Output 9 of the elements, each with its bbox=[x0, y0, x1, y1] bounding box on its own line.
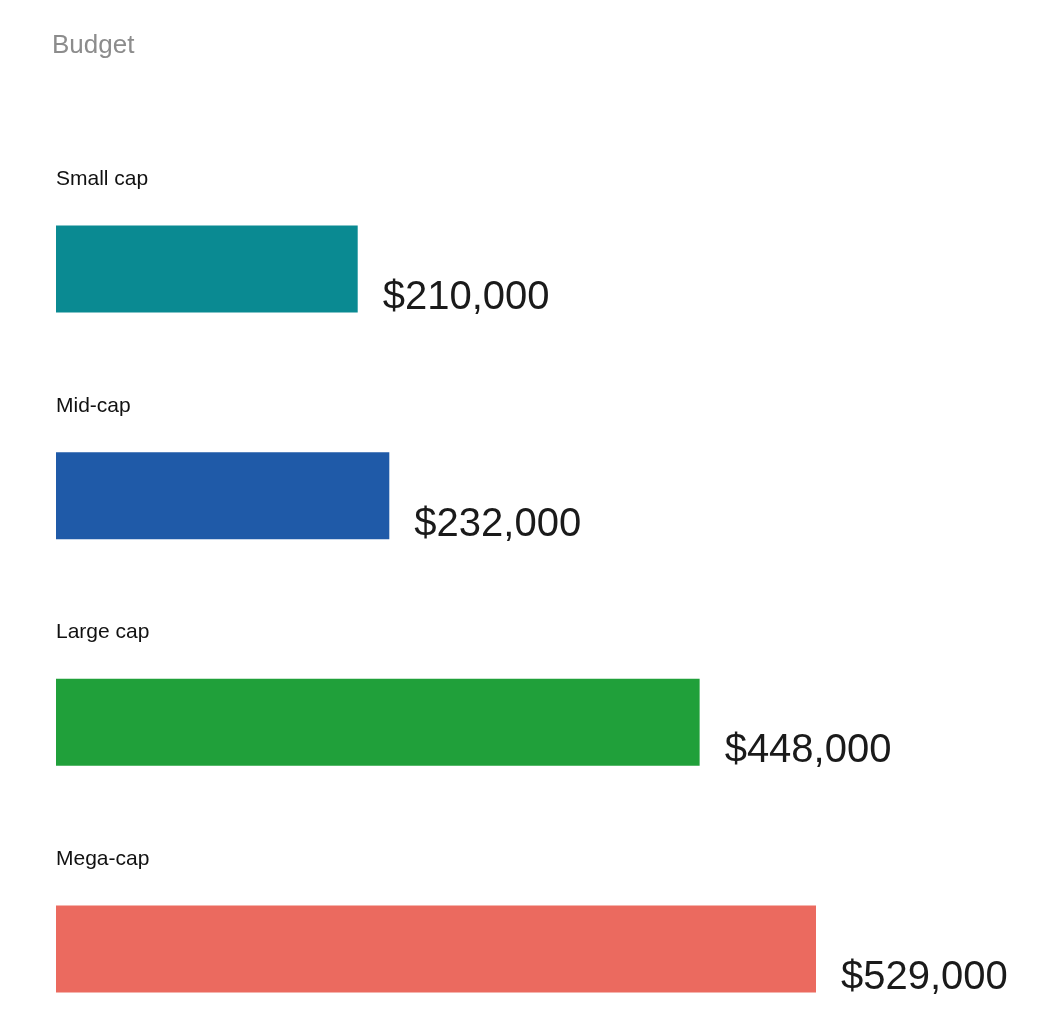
data-label: $448,000 bbox=[724, 726, 892, 771]
chart-title: Budget bbox=[52, 29, 136, 59]
data-label: $232,000 bbox=[414, 499, 582, 544]
y-tick-label: Mega-cap bbox=[56, 846, 150, 869]
y-tick-label: Small cap bbox=[56, 166, 149, 189]
data-label: $529,000 bbox=[841, 953, 1008, 997]
y-tick-label: Mid-cap bbox=[56, 392, 131, 416]
y-tick-label: Large cap bbox=[56, 619, 150, 643]
data-label: $210,000 bbox=[382, 273, 550, 317]
